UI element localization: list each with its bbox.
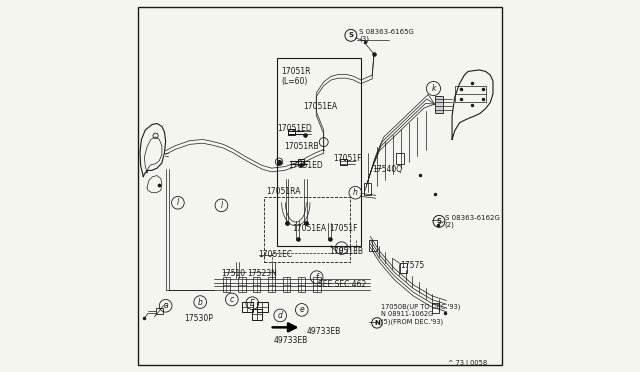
Text: l: l	[177, 198, 179, 207]
Bar	[257, 302, 268, 312]
Bar	[396, 153, 404, 164]
Text: h: h	[353, 188, 358, 197]
Bar	[156, 308, 163, 314]
Text: c: c	[230, 295, 234, 304]
Bar	[298, 159, 305, 165]
Text: 17051RA: 17051RA	[266, 187, 301, 196]
Bar	[268, 277, 275, 292]
Text: k: k	[431, 84, 436, 93]
Bar	[243, 302, 253, 312]
Bar	[435, 96, 443, 113]
Bar	[369, 240, 376, 251]
Text: e: e	[300, 305, 304, 314]
Bar	[252, 309, 262, 320]
Text: 49733EB: 49733EB	[273, 336, 308, 345]
Text: E: E	[250, 299, 255, 308]
Text: l: l	[220, 201, 223, 210]
Text: S 08363-6165G
(3): S 08363-6165G (3)	[359, 29, 414, 42]
Text: S: S	[436, 218, 442, 224]
Text: S: S	[348, 32, 353, 38]
Text: a: a	[163, 301, 168, 310]
Text: 17051EA: 17051EA	[303, 102, 337, 110]
Text: f: f	[316, 273, 318, 282]
Text: 17051EB: 17051EB	[330, 247, 364, 256]
Text: b: b	[198, 298, 203, 307]
Text: 17050B(UP TO DEC.'93)
N 08911-1062G
(5)(FROM DEC.'93): 17050B(UP TO DEC.'93) N 08911-1062G (5)(…	[381, 304, 461, 325]
Text: 17540Q: 17540Q	[372, 165, 402, 174]
Bar	[238, 277, 246, 292]
Bar	[289, 129, 295, 135]
Text: S 08363-6162G
(2): S 08363-6162G (2)	[445, 215, 499, 228]
Text: N: N	[374, 320, 380, 326]
Text: 17051ED: 17051ED	[277, 124, 312, 133]
Text: 17051RB: 17051RB	[285, 142, 319, 151]
Text: 17523N: 17523N	[248, 269, 277, 278]
Bar	[298, 277, 305, 292]
Bar	[283, 277, 290, 292]
Bar	[277, 58, 361, 246]
Bar	[340, 159, 347, 165]
Text: SEE SEC.462: SEE SEC.462	[318, 280, 366, 289]
Bar	[253, 277, 260, 292]
Text: 17575: 17575	[400, 262, 424, 270]
Text: 17051ED: 17051ED	[289, 161, 323, 170]
Bar	[431, 303, 439, 313]
Text: 17510: 17510	[221, 269, 246, 278]
Text: 17530P: 17530P	[184, 314, 213, 323]
Text: d: d	[278, 311, 283, 320]
Text: 17051F: 17051F	[330, 224, 358, 233]
Text: 17051EC: 17051EC	[259, 250, 292, 259]
Text: 17051EA: 17051EA	[292, 224, 326, 233]
Bar	[264, 197, 349, 262]
Text: ^ 73 J 0058: ^ 73 J 0058	[449, 360, 488, 366]
Bar	[223, 277, 230, 292]
Text: 17051F: 17051F	[333, 154, 362, 163]
Bar	[400, 263, 408, 273]
Bar	[314, 277, 321, 292]
Bar	[364, 183, 371, 195]
Text: 49733EB: 49733EB	[307, 327, 341, 336]
Text: 17051R
(L=60): 17051R (L=60)	[281, 67, 310, 86]
Text: g: g	[339, 244, 344, 253]
